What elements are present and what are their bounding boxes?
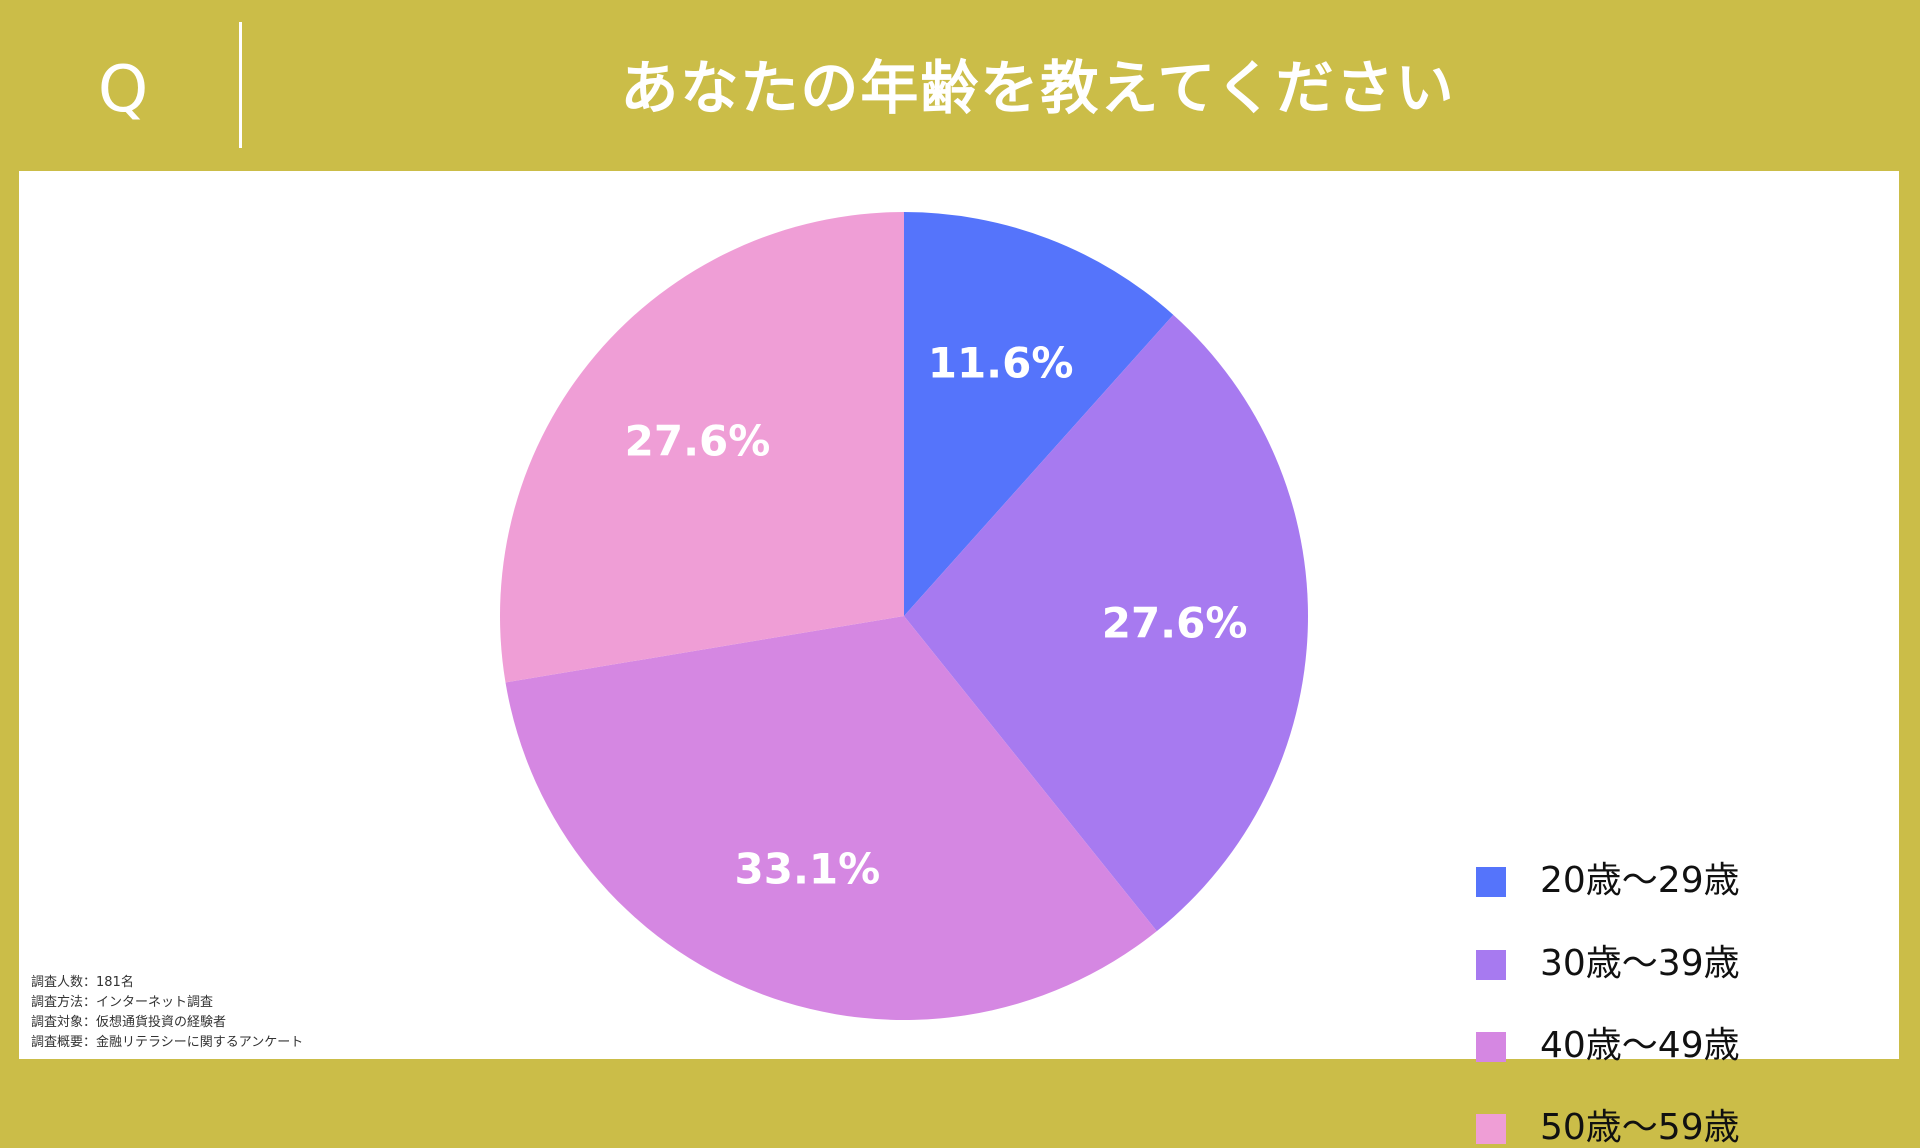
pie-slice-labels: 11.6% 27.6% 33.1% 27.6% [625, 339, 1248, 894]
slice-label-50s: 27.6% [625, 417, 771, 466]
legend-swatch-20s [1476, 867, 1506, 897]
legend-swatch-50s [1476, 1114, 1506, 1144]
header-divider [239, 22, 242, 148]
legend-item-50s: 50歳～59歳 [1476, 1108, 1836, 1148]
pie-slice-50s [499, 212, 904, 683]
slice-label-30s: 27.6% [1102, 599, 1248, 648]
slice-label-20s: 11.6% [928, 339, 1074, 388]
legend-label-50s: 50歳～59歳 [1540, 1107, 1740, 1148]
legend-item-40s: 40歳～49歳 [1476, 1026, 1836, 1066]
survey-note-summary: 調査概要：金融リテラシーに関するアンケート [31, 1035, 304, 1050]
question-header: Q あなたの年齢を教えてください [0, 0, 1920, 170]
legend-swatch-40s [1476, 1032, 1506, 1062]
question-title: あなたの年齢を教えてください [620, 54, 1456, 122]
pie-slices [499, 212, 1308, 1020]
legend-item-30s: 30歳～39歳 [1476, 944, 1836, 984]
slice-label-40s: 33.1% [735, 844, 881, 893]
question-mark-label: Q [97, 53, 149, 127]
legend-label-30s: 30歳～39歳 [1540, 943, 1740, 984]
survey-note-method: 調査方法：インターネット調査 [31, 995, 214, 1010]
chart-panel: 11.6% 27.6% 33.1% 27.6% 20歳～29歳 30歳～39歳 40歳… [19, 171, 1899, 1148]
legend-label-40s: 40歳～49歳 [1540, 1025, 1740, 1066]
pie-slice-40s [505, 616, 1157, 1020]
pie-slice-20s [904, 212, 1174, 616]
pie-chart: 11.6% 27.6% 33.1% 27.6% [499, 212, 1308, 1020]
survey-notes: 調査人数：181名 調査方法：インターネット調査 調査対象：仮想通貨投資の経験者… [31, 973, 303, 1053]
pie-slice-30s [904, 314, 1308, 932]
legend-item-20s: 20歳～29歳 [1476, 861, 1836, 901]
legend-swatch-30s [1476, 950, 1506, 980]
legend-label-20s: 20歳～29歳 [1540, 860, 1740, 901]
survey-note-respondents: 調査人数：181名 [31, 975, 134, 990]
survey-note-target: 調査対象：仮想通貨投資の経験者 [31, 1015, 227, 1030]
